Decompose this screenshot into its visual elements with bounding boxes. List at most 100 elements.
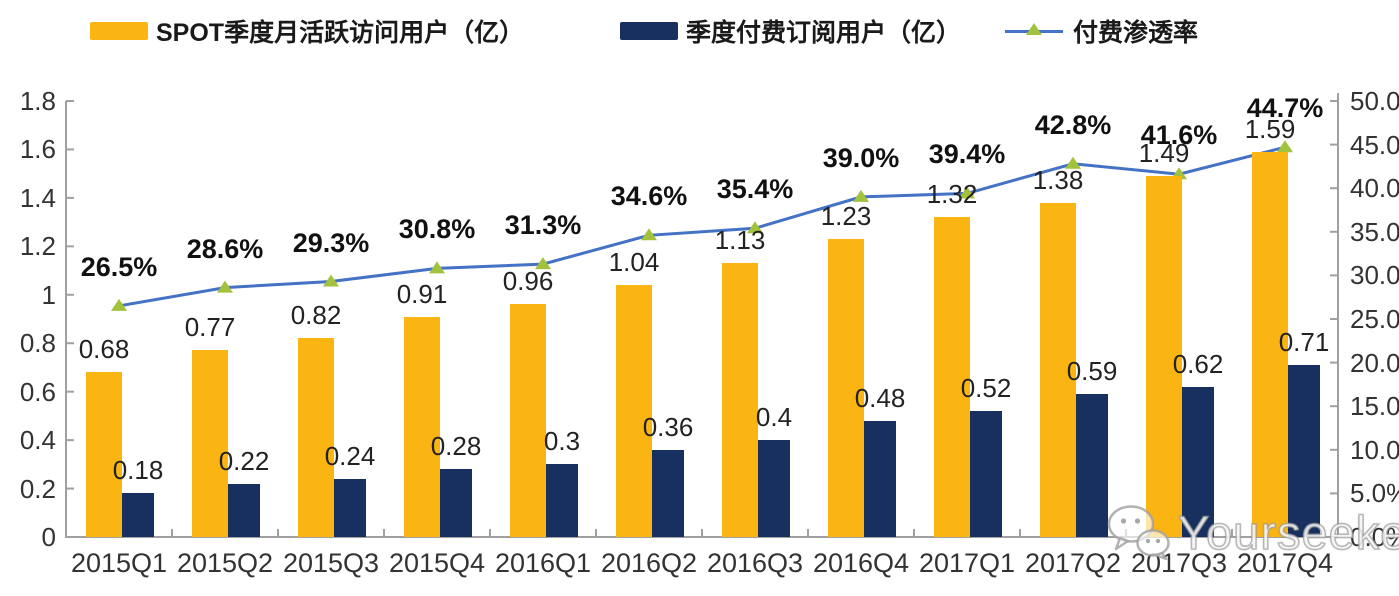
bar-paid-2017Q2: [1076, 394, 1108, 537]
bar-paid-2016Q2: [652, 449, 684, 537]
bar-label-paid-2017Q1: 0.52: [960, 373, 1012, 404]
x-axis-label-2015Q4: 2015Q4: [388, 548, 486, 578]
bar-paid-2016Q3: [758, 440, 790, 537]
bar-mau-2017Q4: [1252, 151, 1288, 537]
penetration-marker-2017Q4: [1277, 140, 1293, 153]
line-label-penetration-2016Q2: 34.6%: [610, 181, 688, 212]
bar-paid-2017Q1: [970, 411, 1002, 537]
bar-label-paid-2016Q4: 0.48: [854, 382, 906, 413]
y-axis-left-label: 0.6: [19, 376, 56, 407]
x-axis-label-2017Q1: 2017Q1: [918, 548, 1016, 578]
bar-mau-2016Q4: [828, 239, 864, 537]
bar-mau-2016Q2: [616, 285, 652, 537]
y-axis-right-label: 35.0%: [1350, 216, 1399, 247]
y-axis-right-label: 5.0%: [1350, 478, 1399, 509]
line-label-penetration-2017Q3: 41.6%: [1140, 120, 1218, 151]
y-axis-left-label: 0.2: [19, 473, 56, 504]
line-label-penetration-2015Q4: 30.8%: [398, 214, 476, 245]
bar-label-mau-2015Q2: 0.77: [184, 312, 236, 343]
bar-paid-2015Q4: [440, 469, 472, 537]
y-axis-left-label: 0.4: [19, 425, 56, 456]
x-axis-label-2017Q4: 2017Q4: [1236, 548, 1334, 578]
bar-mau-2015Q1: [86, 372, 122, 537]
line-label-penetration-2015Q2: 28.6%: [186, 233, 264, 264]
bar-label-paid-2016Q2: 0.36: [642, 411, 694, 442]
x-axis-label-2016Q1: 2016Q1: [494, 548, 592, 578]
line-label-penetration-2016Q1: 31.3%: [504, 210, 582, 241]
penetration-marker-2015Q1: [111, 298, 127, 311]
bar-paid-2017Q4: [1288, 365, 1320, 537]
legend-swatch-mau-bar: [90, 22, 148, 40]
bar-paid-2017Q3: [1182, 386, 1214, 537]
x-axis-label-2017Q3: 2017Q3: [1130, 548, 1228, 578]
y-axis-right-label: 30.0%: [1350, 260, 1399, 291]
bar-label-paid-2017Q4: 0.71: [1278, 327, 1330, 358]
bar-label-paid-2015Q1: 0.18: [112, 455, 164, 486]
bar-paid-2015Q2: [228, 483, 260, 537]
line-label-penetration-2017Q4: 44.7%: [1246, 93, 1324, 124]
y-axis-left-label: 0.8: [19, 328, 56, 359]
y-axis-left-label: 1.4: [19, 182, 56, 213]
line-label-penetration-2016Q3: 35.4%: [716, 174, 794, 205]
x-axis-label-2016Q4: 2016Q4: [812, 548, 910, 578]
y-axis-right-label: 45.0%: [1350, 129, 1399, 160]
legend-triangle-marker-icon: [1026, 23, 1042, 35]
line-label-penetration-2015Q1: 26.5%: [80, 251, 158, 282]
y-axis-left-label: 1.2: [19, 231, 56, 262]
bar-label-paid-2017Q2: 0.59: [1066, 356, 1118, 387]
bar-label-paid-2016Q1: 0.3: [543, 426, 581, 457]
bar-label-mau-2017Q3: 1.49: [1138, 138, 1190, 169]
legend-swatch-penetration-line: [1005, 22, 1063, 40]
line-label-penetration-2017Q2: 42.8%: [1034, 109, 1112, 140]
bar-label-mau-2017Q4: 1.59: [1244, 113, 1296, 144]
bar-label-mau-2016Q4: 1.23: [820, 201, 872, 232]
bar-label-mau-2015Q4: 0.91: [396, 278, 448, 309]
bar-label-paid-2015Q3: 0.24: [324, 440, 376, 471]
y-axis-right-label: 0.0%: [1350, 522, 1399, 552]
y-axis-right-label: 25.0%: [1350, 304, 1399, 334]
y-axis-right-label: 20.0%: [1350, 347, 1399, 378]
penetration-marker-2016Q4: [853, 189, 869, 202]
bar-mau-2015Q2: [192, 350, 228, 537]
x-axis-label-2016Q2: 2016Q2: [600, 548, 698, 578]
bar-label-mau-2015Q1: 0.68: [78, 334, 130, 365]
x-axis-label-2015Q3: 2015Q3: [282, 548, 380, 578]
legend-label-paid: 季度付费订阅用户（亿）: [686, 19, 962, 47]
bar-paid-2016Q4: [864, 420, 896, 537]
x-axis-label-2016Q3: 2016Q3: [706, 548, 804, 578]
y-axis-right-label: 10.0%: [1350, 434, 1399, 465]
x-axis-label-2015Q2: 2015Q2: [176, 548, 274, 578]
bar-mau-2017Q1: [934, 217, 970, 537]
penetration-marker-2017Q1: [959, 186, 975, 199]
bar-label-paid-2015Q4: 0.28: [430, 431, 482, 462]
bar-mau-2017Q2: [1040, 202, 1076, 537]
y-axis-right-label: 50.0%: [1350, 86, 1399, 116]
bar-label-paid-2017Q3: 0.62: [1172, 348, 1224, 379]
x-axis-label-2017Q2: 2017Q2: [1024, 548, 1122, 578]
legend-label-mau: SPOT季度月活跃访问用户（亿）: [156, 19, 525, 47]
penetration-marker-2015Q3: [323, 274, 339, 287]
bar-label-mau-2017Q1: 1.32: [926, 179, 978, 210]
bar-label-mau-2016Q3: 1.13: [714, 225, 766, 256]
bar-label-mau-2016Q2: 1.04: [608, 247, 660, 278]
line-label-penetration-2015Q3: 29.3%: [292, 227, 370, 258]
y-axis-left-label: 1.8: [19, 86, 56, 116]
bar-paid-2015Q3: [334, 478, 366, 537]
legend-item-penetration: 付费渗透率: [1005, 17, 1198, 47]
penetration-marker-2017Q2: [1065, 156, 1081, 169]
penetration-marker-2016Q3: [747, 221, 763, 234]
bar-label-mau-2017Q2: 1.38: [1032, 164, 1084, 195]
bar-mau-2017Q3: [1146, 176, 1182, 537]
y-axis-left-label: 0: [41, 522, 56, 552]
penetration-marker-2015Q2: [217, 280, 233, 293]
penetration-marker-2015Q4: [429, 261, 445, 274]
penetration-line: [118, 145, 1286, 308]
penetration-marker-2016Q1: [535, 257, 551, 270]
bar-label-mau-2016Q1: 0.96: [502, 266, 554, 297]
y-axis-left-label: 1.6: [19, 134, 56, 165]
bar-paid-2016Q1: [546, 464, 578, 537]
bar-mau-2016Q3: [722, 263, 758, 537]
bar-mau-2015Q3: [298, 338, 334, 537]
